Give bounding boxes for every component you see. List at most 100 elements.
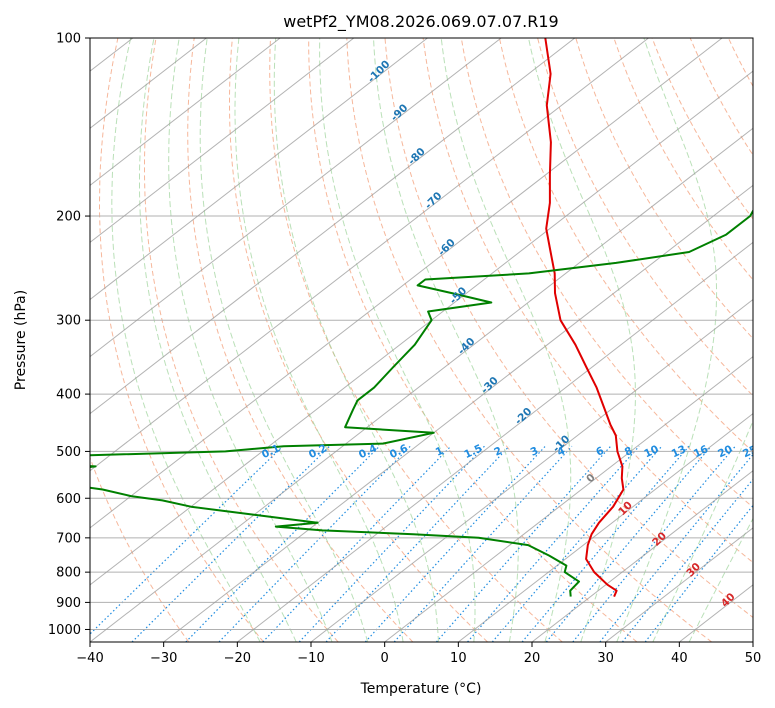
dry-adiabat (229, 38, 488, 642)
isotherm (90, 70, 753, 586)
mixing-ratio-line (393, 445, 573, 642)
mixing-ratio-label: 25 (741, 443, 759, 460)
moist-adiabat (440, 38, 572, 642)
mixing-ratio-label: 30 (761, 443, 775, 460)
mixing-ratio-line (90, 445, 284, 635)
dry-adiabat (269, 38, 563, 642)
isotherm (605, 527, 753, 642)
dry-adiabat (144, 38, 339, 642)
isoline-labels: -100-90-80-70-60-50-40-30-20-10010203040… (260, 58, 775, 609)
isotherm-label: -30 (479, 375, 501, 397)
mixing-ratio-line (325, 445, 510, 642)
dry-adiabat (422, 38, 753, 564)
dry-adiabat (346, 38, 713, 642)
moist-adiabat (234, 38, 404, 642)
mixing-ratio-line (131, 445, 331, 642)
moist-adiabat (139, 38, 297, 642)
mixing-ratio-line (185, 445, 380, 642)
y-tick-label: 400 (56, 388, 81, 403)
isotherm (0, 38, 59, 642)
moist-adiabat (199, 38, 369, 642)
mixing-ratio-label: 1.5 (462, 442, 484, 461)
mixing-ratio-label: 13 (670, 443, 688, 460)
isotherm-label: -80 (406, 146, 428, 168)
y-tick-label: 700 (56, 531, 81, 546)
isotherm-label: -40 (456, 335, 478, 357)
isotherm-label: -20 (513, 406, 535, 428)
x-tick-label: 40 (671, 651, 688, 666)
mixing-ratio-label: 2 (492, 445, 504, 459)
mixing-ratio-label: 20 (716, 443, 734, 460)
isotherm (752, 641, 753, 642)
mixing-ratio-label: 0.1 (260, 442, 282, 461)
isotherm-label: 30 (684, 561, 703, 580)
dry-adiabat (308, 38, 638, 642)
isotherm (237, 241, 753, 642)
moist-adiabat (373, 38, 519, 642)
plot-area (0, 38, 775, 642)
y-tick-label: 200 (56, 210, 81, 225)
mixing-ratio-line (599, 453, 753, 642)
y-axis-label: Pressure (hPa) (13, 290, 29, 390)
isotherm-label: -70 (423, 190, 445, 212)
axes: −40 −30 −20 −10 0 10 20 30 40 5010020030040050060… (48, 32, 761, 667)
moist-adiabat (319, 38, 476, 642)
plot-frame (89, 37, 754, 643)
x-tick-label: −20 (224, 651, 251, 666)
chart-title: wetPf2_YM08.2026.069.07.07.R19 (283, 12, 558, 32)
isotherm-label: -50 (447, 285, 469, 307)
isotherm (90, 38, 502, 358)
moist-adiabat (652, 419, 753, 642)
mixing-ratio-line (298, 445, 485, 642)
isotherm (90, 38, 428, 301)
mixing-ratio-line (364, 445, 546, 642)
isotherm (310, 298, 753, 642)
dry-adiabat (384, 38, 753, 619)
moist-adiabat (616, 38, 718, 642)
mixing-ratio-line (262, 445, 452, 642)
dry-adiabat (689, 38, 753, 156)
isotherm (90, 127, 753, 642)
mixing-ratio-line (218, 445, 411, 642)
x-tick-label: 0 (381, 651, 389, 666)
y-tick-label: 900 (56, 596, 81, 611)
isotherm (90, 38, 355, 244)
x-tick-label: 50 (745, 651, 762, 666)
dry-adiabat (187, 38, 414, 642)
y-tick-label: 600 (56, 492, 81, 507)
x-axis-label: Temperature (°C) (360, 681, 482, 697)
isotherm (163, 184, 753, 642)
y-tick-label: 100 (56, 32, 81, 47)
isotherm (90, 38, 649, 472)
isotherm-label: -90 (389, 102, 411, 124)
temperature-profile (544, 38, 625, 597)
mixing-ratio-label: 10 (642, 443, 660, 460)
moist-adiabat (273, 38, 439, 642)
x-tick-label: −30 (150, 651, 177, 666)
moist-adiabat (528, 38, 636, 642)
mixing-ratio-label: 3 (529, 445, 541, 459)
y-tick-label: 500 (56, 445, 81, 460)
moist-adiabat (111, 38, 261, 642)
moist-adiabat (168, 38, 333, 642)
isotherm-label: 0 (584, 472, 598, 486)
mixing-ratio-label: 8 (623, 445, 635, 459)
mixing-ratio-label: 6 (594, 445, 606, 459)
x-tick-label: 20 (524, 651, 541, 666)
dry-adiabat (498, 38, 753, 453)
mixing-ratio-label: 0.6 (388, 442, 410, 461)
mixing-ratio-label: 16 (692, 443, 710, 460)
isotherm (531, 470, 753, 642)
isotherm (384, 355, 753, 642)
dry-adiabat (90, 456, 190, 642)
isotherm-label: -60 (436, 237, 458, 259)
isotherm (458, 413, 753, 642)
isotherm (90, 38, 281, 186)
x-tick-label: −40 (76, 651, 103, 666)
dry-adiabat (767, 38, 775, 642)
mixing-ratio-label: 0.4 (357, 442, 379, 461)
dry-adiabat (575, 38, 753, 340)
y-tick-label: 300 (56, 314, 81, 329)
isotherm (90, 38, 576, 415)
mixing-ratio-line (545, 445, 712, 642)
